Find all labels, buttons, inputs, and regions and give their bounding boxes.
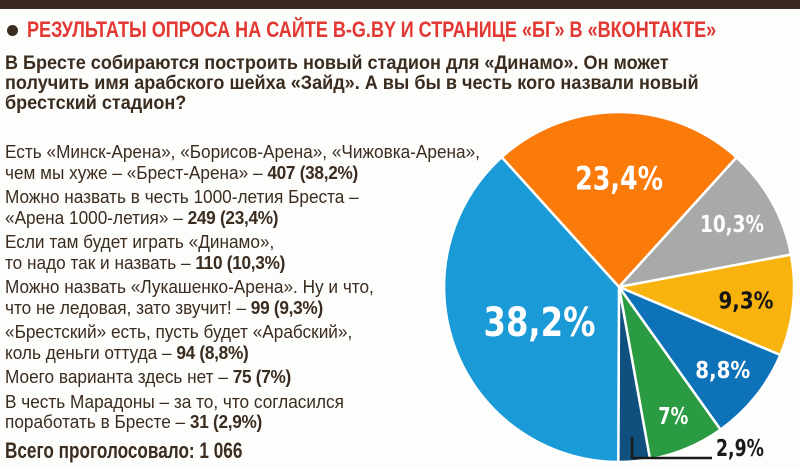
- answer-value: 249 (23,4%): [187, 206, 279, 228]
- pie-slice-arabskiy: [617, 285, 782, 431]
- pie-slice-brest-arena: [442, 155, 621, 464]
- answer-item: Можно назвать в честь 1000-летия Бреста …: [5, 186, 480, 228]
- answer-value: 99 (9,3%): [250, 296, 323, 318]
- answer-value: 110 (10,3%): [195, 251, 286, 273]
- headline-text: РЕЗУЛЬТАТЫ ОПРОСА НА САЙТЕ B-G.BY И СТРА…: [27, 17, 717, 42]
- total-votes: Всего проголосовало: 1 066: [5, 438, 243, 463]
- pie-chart: 23,4% 10,3% 9,3% 8,8% 7% 2,9% 38,2%: [442, 110, 796, 464]
- headline: РЕЗУЛЬТАТЫ ОПРОСА НА САЙТЕ B-G.BY И СТРА…: [7, 17, 800, 43]
- answer-text: Есть «Минск-Арена», «Борисов-Арена», «Чи…: [5, 141, 480, 183]
- poll-question: В Бресте собираются построить новый стад…: [5, 53, 699, 114]
- answer-text: Можно назвать в честь 1000-летия Бреста …: [5, 186, 359, 228]
- answer-item: Есть «Минск-Арена», «Борисов-Арена», «Чи…: [5, 141, 480, 183]
- answer-text: «Брестский» есть, пусть будет «Арабский»…: [5, 321, 353, 363]
- pie-label-no-my-option: 7%: [658, 404, 688, 430]
- top-bar: [0, 0, 800, 9]
- answer-text: Если там будет играть «Динамо», то надо …: [5, 231, 275, 273]
- pie-label-arena-1000-letia: 23,4%: [575, 160, 663, 198]
- pie-label-lukashenko-arena: 9,3%: [719, 289, 774, 315]
- answer-text: Моего варианта здесь нет –: [5, 366, 233, 387]
- pie-slice-arena-1000-letia: [500, 110, 738, 289]
- pie-label-brest-arena: 38,2%: [484, 300, 596, 346]
- answer-item: «Брестский» есть, пусть будет «Арабский»…: [5, 321, 480, 363]
- answer-value: 94 (8,8%): [176, 341, 249, 363]
- pie-label-maradona: 2,9%: [716, 436, 764, 462]
- pie-label-arabskiy: 8,8%: [695, 358, 750, 384]
- answer-item: Можно назвать «Лукашенко-Арена». Ну и чт…: [5, 276, 480, 318]
- answer-item: Моего варианта здесь нет – 75 (7%): [5, 366, 480, 388]
- answer-value: 407 (38,2%): [267, 161, 358, 183]
- bullet-icon: [7, 24, 18, 36]
- pie-slice-lukashenko-arena: [617, 253, 796, 357]
- answer-text: Можно назвать «Лукашенко-Арена». Ну и чт…: [5, 276, 374, 318]
- answer-value: 75 (7%): [232, 366, 292, 387]
- pie-slice-dinamo: [617, 156, 793, 289]
- answer-item: Если там будет играть «Динамо», то надо …: [5, 231, 480, 273]
- pie-label-dinamo: 10,3%: [700, 212, 764, 238]
- pie-callout-line: [630, 436, 712, 460]
- answer-text: В честь Марадоны – за то, что согласился…: [5, 390, 344, 432]
- answer-value: 31 (2,9%): [189, 411, 262, 432]
- answer-item: В честь Марадоны – за то, что согласился…: [5, 390, 480, 433]
- answers-list: Есть «Минск-Арена», «Борисов-Арена», «Чи…: [5, 141, 480, 437]
